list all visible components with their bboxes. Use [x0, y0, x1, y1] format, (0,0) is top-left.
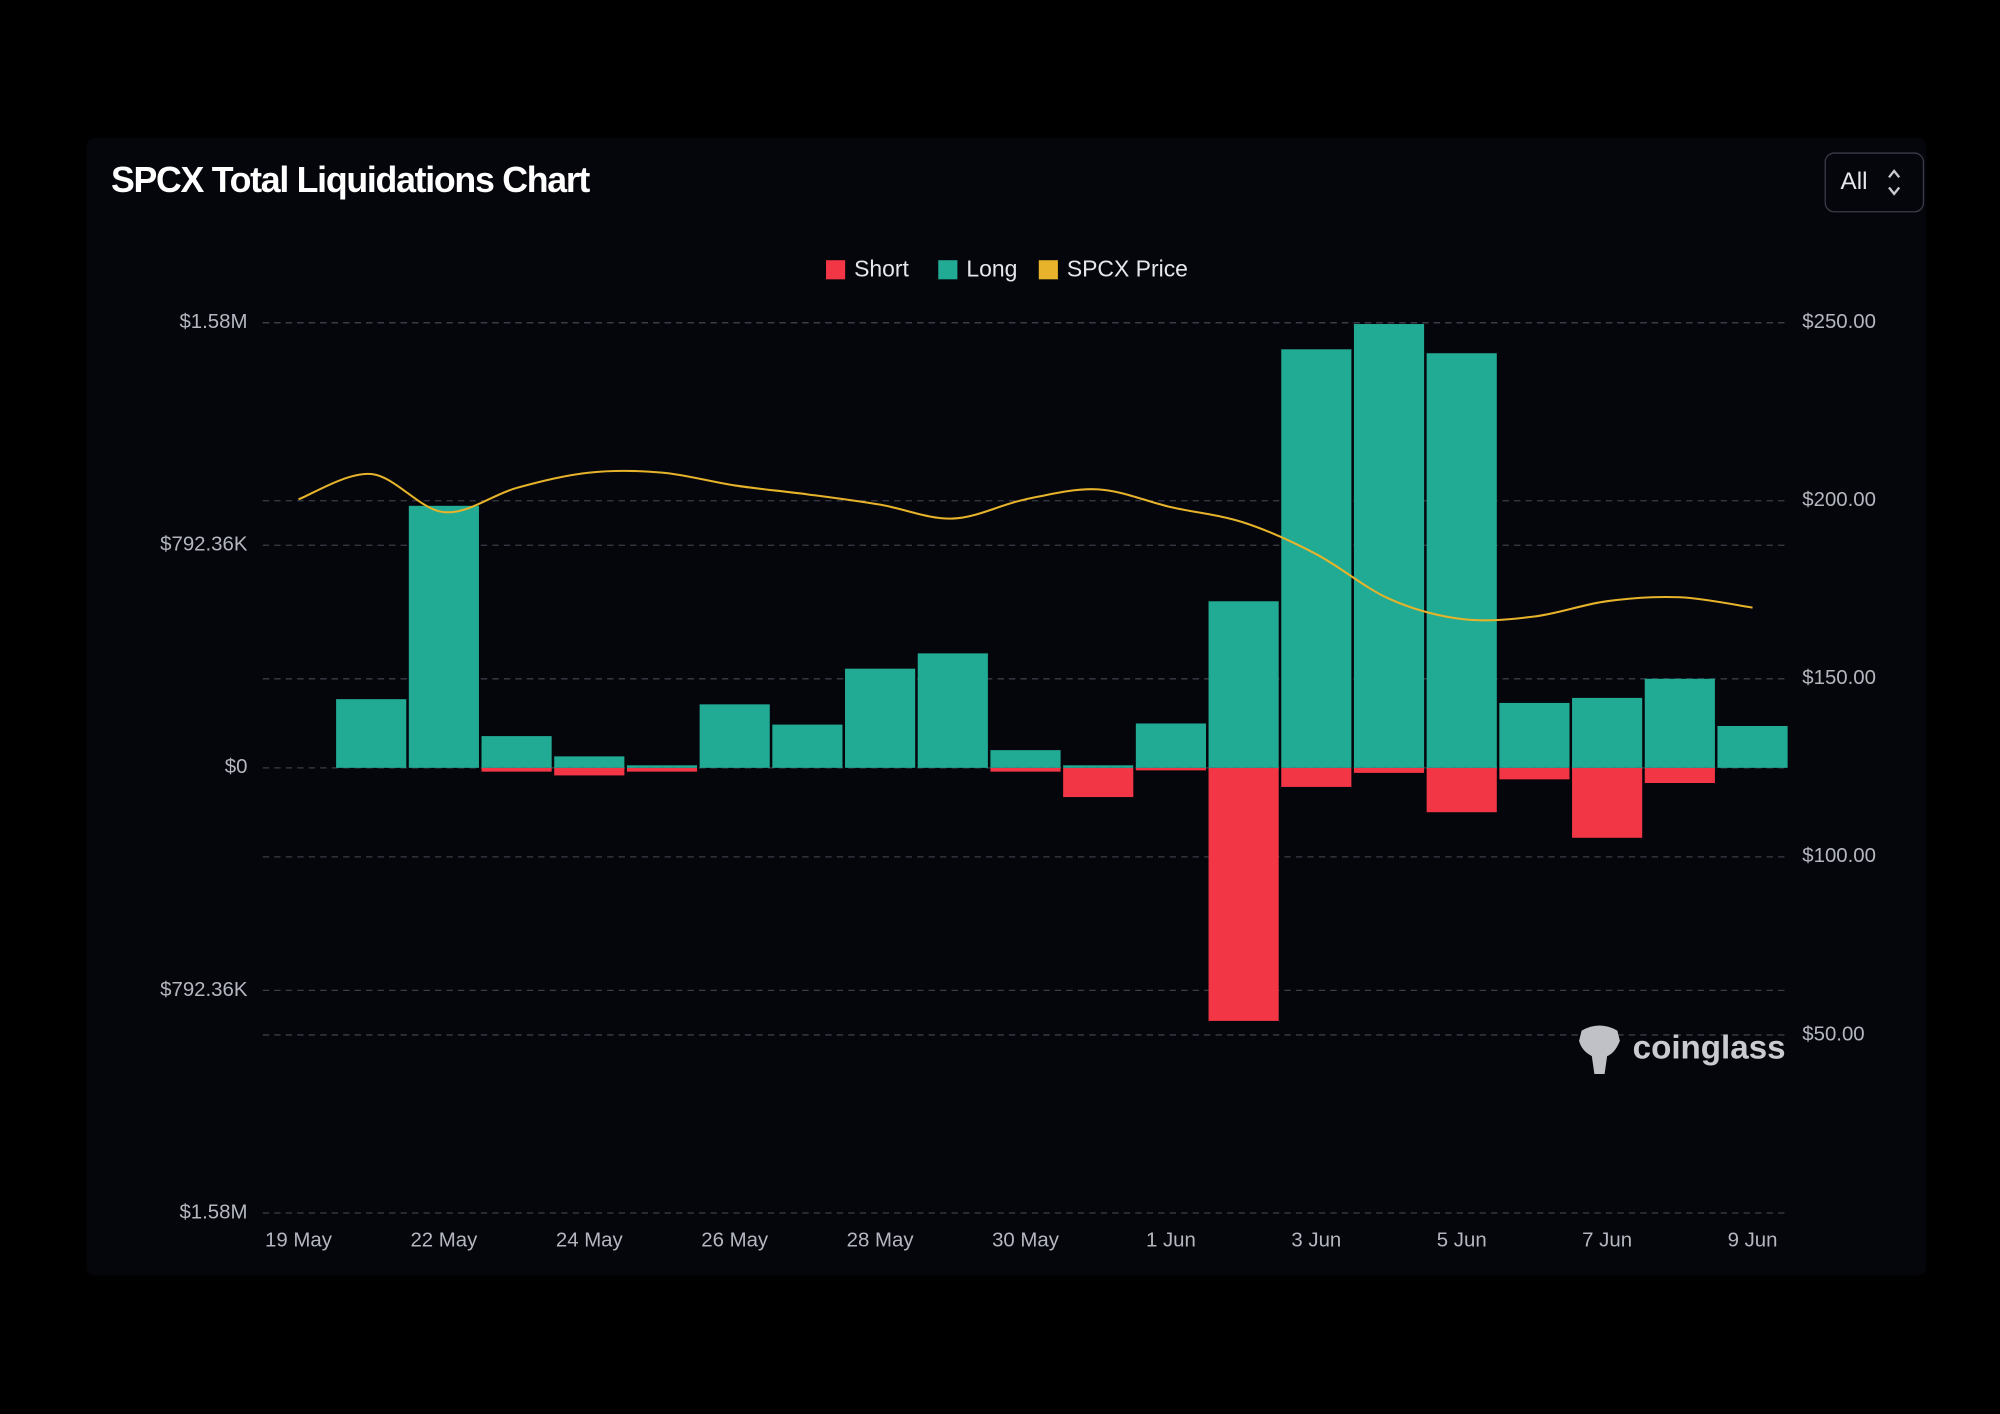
range-selector-label[interactable]: All: [1841, 168, 1868, 195]
x-tick-label: 7 Jun: [1582, 1229, 1632, 1251]
range-selector-box[interactable]: [1824, 152, 1925, 213]
bar: [1572, 697, 1643, 768]
range-selector[interactable]: All: [1824, 152, 1925, 213]
legend-swatch: [938, 260, 958, 280]
bar: [1135, 723, 1206, 768]
bar: [1208, 767, 1279, 1021]
x-tick-label: 30 May: [992, 1229, 1060, 1251]
legend: Short Long SPCX Price: [826, 255, 1188, 281]
bar: [772, 724, 843, 768]
watermark-logo: [1579, 1025, 1620, 1074]
bar: [626, 767, 698, 772]
x-tick-label: 3 Jun: [1291, 1229, 1341, 1251]
bar: [699, 704, 770, 768]
plot: $1.58M $792.36K $0 $792.36K $1.58M $50.00 $100…: [160, 311, 1876, 1251]
x-tick-label: 1 Jun: [1146, 1229, 1196, 1251]
y-tick-label: $792.36K: [160, 534, 248, 556]
bar: [1208, 601, 1279, 768]
bar: [1353, 324, 1425, 768]
y-tick-label: $1.58M: [179, 311, 247, 333]
bar: [1063, 767, 1134, 798]
bar: [1426, 353, 1497, 768]
bar: [1717, 725, 1788, 768]
bar: [1499, 702, 1570, 768]
range-selector-arrows: [1888, 169, 1901, 196]
bar: [1281, 767, 1352, 787]
x-tick-label: 19 May: [265, 1229, 333, 1251]
watermark-text: coinglass: [1633, 1029, 1786, 1066]
bar: [1135, 767, 1206, 771]
legend-swatch: [1038, 260, 1058, 280]
y2-tick-label: $50.00: [1802, 1023, 1864, 1045]
bar: [1644, 678, 1715, 768]
bar: [845, 668, 916, 768]
watermark: coinglass: [1579, 1025, 1786, 1074]
y-tick-label: $1.58M: [179, 1201, 247, 1223]
legend-label: Long: [966, 255, 1017, 281]
bar: [1426, 767, 1497, 813]
x-tick-label: 5 Jun: [1437, 1229, 1487, 1251]
legend-label: Short: [854, 255, 909, 281]
bar: [990, 767, 1061, 772]
y-tick-label: $0: [225, 756, 248, 778]
x-tick-label: 9 Jun: [1728, 1229, 1778, 1251]
y2-tick-label: $250.00: [1802, 311, 1876, 333]
bar: [481, 767, 552, 772]
bar: [1572, 767, 1643, 838]
y2-tick-label: $200.00: [1802, 489, 1876, 511]
legend-swatch: [826, 260, 846, 280]
y-tick-label: $792.36K: [160, 979, 248, 1001]
x-tick-label: 28 May: [847, 1229, 915, 1251]
bar: [1644, 767, 1715, 784]
bar: [1499, 767, 1570, 780]
x-tick-label: 24 May: [556, 1229, 624, 1251]
y2-tick-label: $100.00: [1802, 845, 1876, 867]
bar: [1281, 349, 1352, 768]
bar: [990, 750, 1061, 768]
legend-label: SPCX Price: [1067, 255, 1188, 281]
bar: [336, 699, 407, 768]
bar: [626, 765, 698, 768]
bar: [1353, 767, 1425, 773]
chart-title: SPCX Total Liquidations Chart: [111, 160, 590, 200]
x-tick-label: 22 May: [410, 1229, 478, 1251]
bar: [1063, 765, 1134, 768]
bar: [554, 767, 625, 776]
price-line: [298, 469, 1753, 622]
x-tick-label: 26 May: [701, 1229, 769, 1251]
bar: [917, 653, 988, 768]
bar: [554, 756, 625, 768]
bar: [481, 736, 552, 768]
bar: [408, 505, 479, 768]
y2-tick-label: $150.00: [1802, 667, 1876, 689]
